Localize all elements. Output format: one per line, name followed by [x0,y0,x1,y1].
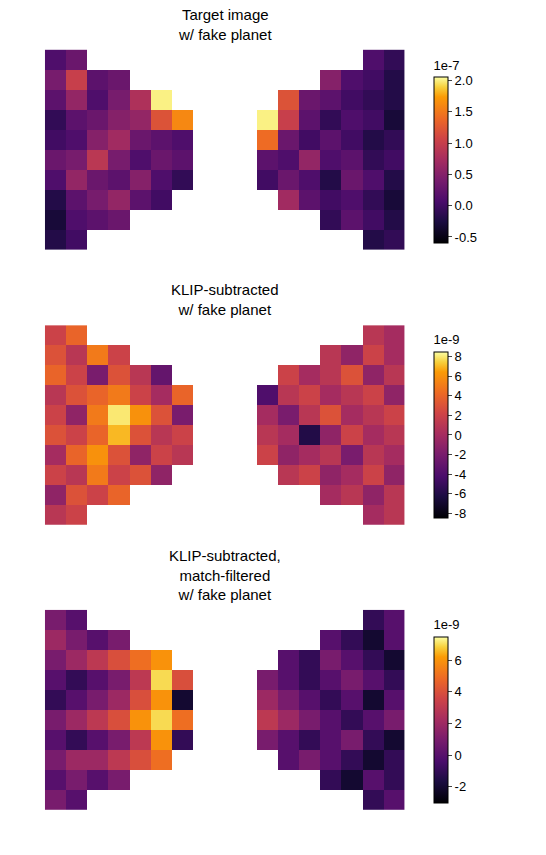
svg-text:-8: -8 [455,506,467,521]
svg-text:0: 0 [455,428,462,443]
svg-text:1e-9: 1e-9 [433,332,459,347]
svg-text:1e-9: 1e-9 [433,617,459,632]
svg-text:-0.5: -0.5 [455,230,477,245]
svg-text:1e-7: 1e-7 [433,58,459,73]
svg-text:0: 0 [455,748,462,763]
svg-text:2.0: 2.0 [455,73,473,88]
svg-text:2: 2 [455,716,462,731]
svg-text:1.0: 1.0 [455,136,473,151]
svg-text:6: 6 [455,653,462,668]
svg-text:-2: -2 [455,447,467,462]
svg-text:Target imagew/ fake planet: Target imagew/ fake planet [178,6,272,43]
svg-text:0.0: 0.0 [455,198,473,213]
svg-text:-6: -6 [455,486,467,501]
svg-text:-2: -2 [455,779,467,794]
svg-text:1.5: 1.5 [455,104,473,119]
svg-text:2: 2 [455,408,462,423]
svg-text:KLIP-subtracted,match-filtered: KLIP-subtracted,match-filteredw/ fake pl… [169,547,281,603]
svg-text:KLIP-subtractedw/ fake planet: KLIP-subtractedw/ fake planet [171,281,279,318]
svg-text:6: 6 [455,369,462,384]
svg-text:0.5: 0.5 [455,167,473,182]
svg-text:8: 8 [455,349,462,364]
svg-text:4: 4 [455,684,462,699]
svg-text:-4: -4 [455,467,467,482]
svg-text:4: 4 [455,388,462,403]
